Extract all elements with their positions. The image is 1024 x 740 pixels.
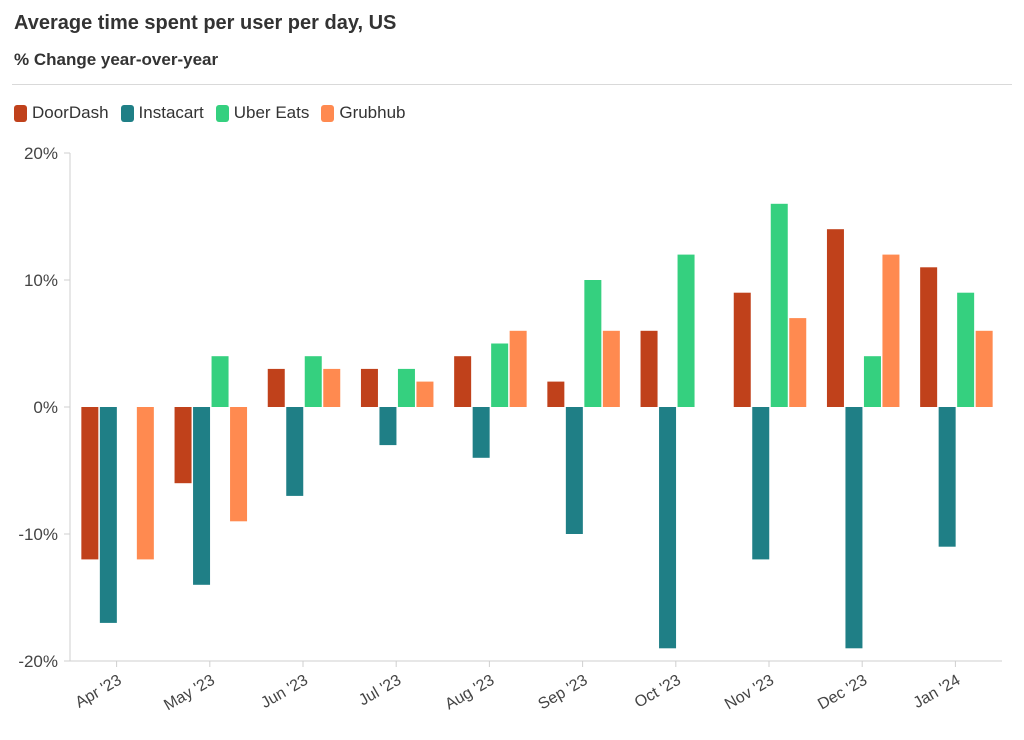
y-tick-label: 10%: [24, 271, 58, 290]
x-tick-label: Jun '23: [258, 672, 311, 712]
x-tick-label: Aug '23: [442, 672, 497, 714]
bar-doordash: [826, 229, 844, 407]
bar-doordash: [733, 292, 751, 407]
bar-uber-eats: [677, 254, 695, 407]
bar-uber-eats: [863, 356, 881, 407]
bar-uber-eats: [770, 203, 788, 407]
legend-label-grubhub: Grubhub: [339, 103, 406, 122]
y-tick-label: -10%: [18, 525, 58, 544]
bar-doordash: [174, 407, 192, 484]
bar-uber-eats: [397, 368, 415, 407]
bar-grubhub: [602, 330, 620, 407]
x-tick-label: Jan '24: [911, 672, 964, 712]
y-tick-label: 0%: [33, 398, 58, 417]
y-tick-label: -20%: [18, 652, 58, 671]
bar-grubhub: [323, 368, 341, 407]
legend: DoorDash Instacart Uber Eats Grubhub: [14, 103, 418, 123]
bar-doordash: [640, 330, 658, 407]
bar-instacart: [193, 407, 211, 585]
x-tick-label: Sep '23: [536, 672, 591, 714]
y-tick-label: 20%: [24, 144, 58, 163]
bar-uber-eats: [584, 280, 602, 407]
legend-label-instacart: Instacart: [138, 103, 204, 122]
legend-swatch-uber-eats: [215, 104, 229, 122]
bar-instacart: [752, 407, 770, 560]
legend-label-doordash: DoorDash: [32, 103, 109, 122]
bar-uber-eats: [304, 356, 322, 407]
legend-item-instacart[interactable]: Instacart: [120, 103, 204, 123]
bar-uber-eats: [211, 356, 229, 407]
x-tick-label: Oct '23: [632, 672, 684, 712]
bar-grubhub: [789, 318, 807, 407]
bar-grubhub: [882, 254, 900, 407]
chart-subtitle: % Change year-over-year: [14, 50, 219, 69]
legend-item-doordash[interactable]: DoorDash: [14, 103, 109, 123]
legend-item-uber-eats[interactable]: Uber Eats: [215, 103, 310, 123]
x-tick-label: Nov '23: [722, 672, 777, 714]
bar-grubhub: [136, 407, 154, 560]
bar-doordash: [920, 267, 938, 407]
bar-instacart: [286, 407, 304, 496]
bar-uber-eats: [491, 343, 509, 407]
bar-instacart: [845, 407, 863, 649]
legend-swatch-doordash: [14, 104, 27, 122]
bar-instacart: [99, 407, 117, 623]
x-tick-label: Dec '23: [815, 672, 870, 714]
bar-instacart: [472, 407, 490, 458]
x-tick-label: Apr '23: [73, 672, 125, 712]
bar-grubhub: [230, 407, 248, 522]
bar-instacart: [659, 407, 677, 649]
bar-doordash: [81, 407, 99, 560]
x-tick-label: Jul '23: [356, 672, 404, 710]
header-divider: [12, 84, 1012, 85]
bar-doordash: [267, 368, 285, 407]
bar-instacart: [379, 407, 397, 446]
legend-item-grubhub[interactable]: Grubhub: [321, 103, 406, 123]
bar-grubhub: [975, 330, 993, 407]
bar-grubhub: [509, 330, 527, 407]
legend-swatch-grubhub: [321, 104, 335, 122]
bar-doordash: [547, 381, 565, 407]
bar-uber-eats: [957, 292, 975, 407]
bar-doordash: [360, 368, 378, 407]
bar-instacart: [938, 407, 956, 547]
bar-grubhub: [416, 381, 434, 407]
bar-doordash: [454, 356, 472, 407]
x-tick-label: May '23: [161, 672, 218, 715]
bar-instacart: [565, 407, 583, 534]
chart-title: Average time spent per user per day, US: [14, 12, 397, 34]
legend-label-uber-eats: Uber Eats: [233, 103, 310, 122]
legend-swatch-instacart: [120, 104, 134, 122]
